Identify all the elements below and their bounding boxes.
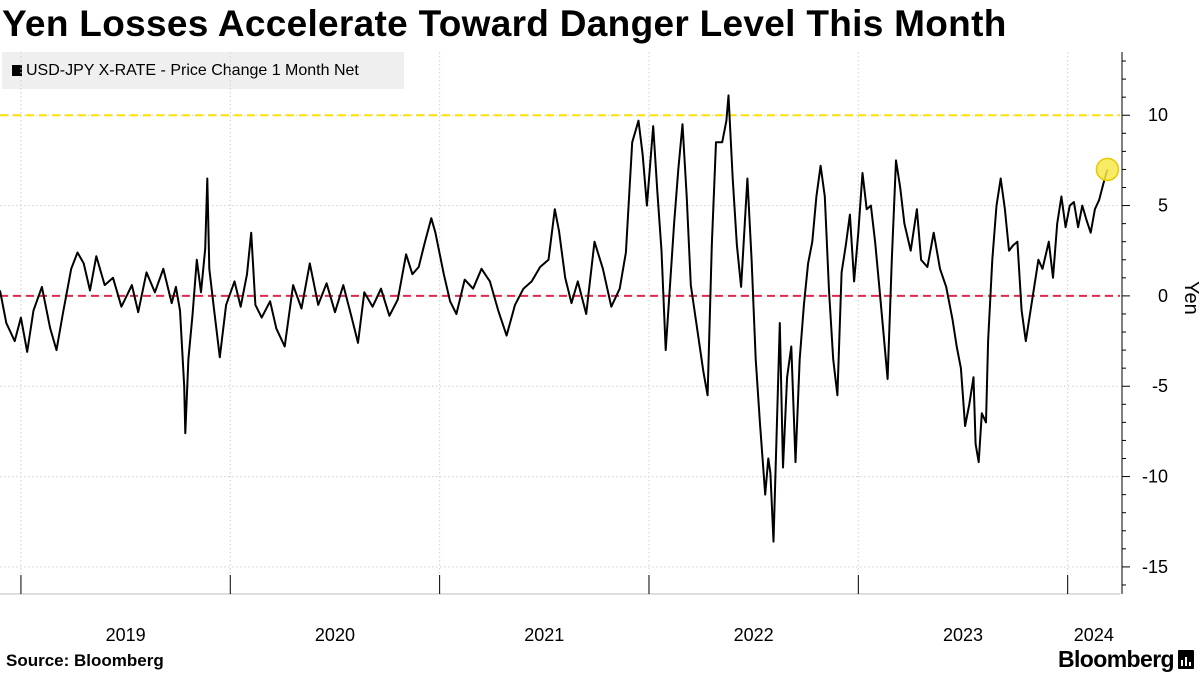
legend: USD-JPY X-RATE - Price Change 1 Month Ne…: [2, 52, 404, 89]
series-line: [0, 94, 1109, 543]
y-tick-label: -15: [1142, 557, 1168, 577]
legend-label: USD-JPY X-RATE - Price Change 1 Month Ne…: [26, 61, 359, 79]
y-axis-label: Yen: [1180, 281, 1200, 315]
x-tick-label: 2020: [315, 625, 355, 645]
y-tick-label: 10: [1148, 105, 1168, 125]
legend-swatch: [12, 65, 22, 76]
y-tick-label: -10: [1142, 467, 1168, 487]
y-tick-label: 0: [1158, 286, 1168, 306]
x-tick-label: 2019: [106, 625, 146, 645]
y-tick-label: 5: [1158, 196, 1168, 216]
bloomberg-terminal-icon: [1178, 650, 1194, 669]
bloomberg-logo: Bloomberg: [1058, 646, 1194, 673]
x-tick-label: 2022: [734, 625, 774, 645]
x-tick-label: 2021: [524, 625, 564, 645]
y-tick-label: -5: [1152, 376, 1168, 396]
chart-title: Yen Losses Accelerate Toward Danger Leve…: [2, 3, 1007, 44]
brand-name: Bloomberg: [1058, 646, 1175, 672]
x-tick-label: 2023: [943, 625, 983, 645]
x-tick-label: 2024: [1074, 625, 1114, 645]
latest-value-marker: [1095, 157, 1120, 182]
source-note: Source: Bloomberg: [6, 651, 164, 670]
